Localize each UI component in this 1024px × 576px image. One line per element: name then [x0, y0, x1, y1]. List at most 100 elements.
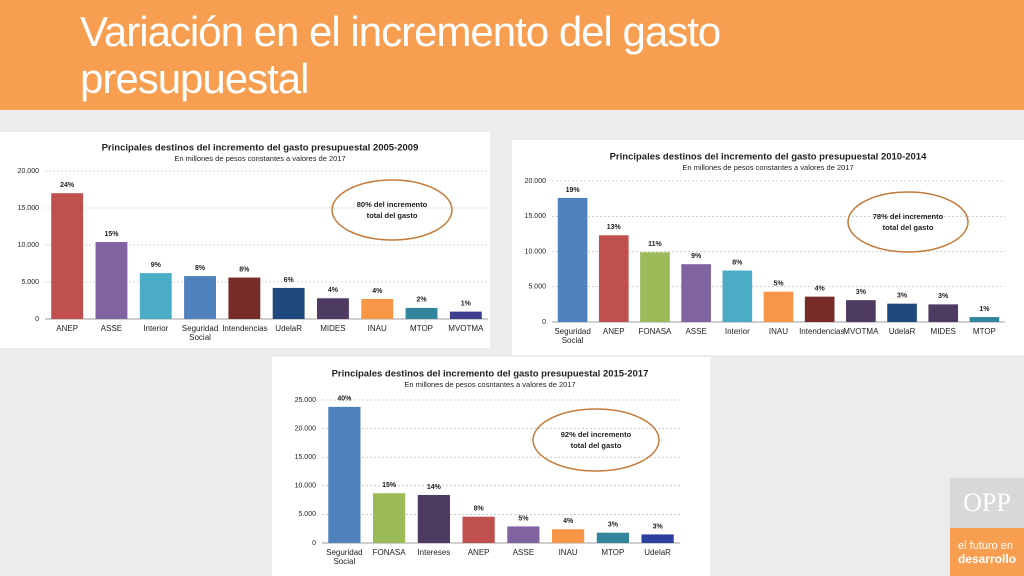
chart-panel [512, 140, 1024, 355]
value-label: 2% [416, 297, 427, 304]
value-label: 3% [856, 289, 867, 296]
y-tick-label: 10.000 [525, 248, 547, 255]
chart-title: Principales destinos del incremento del … [610, 152, 928, 163]
bar [405, 307, 438, 319]
value-label: 9% [691, 253, 702, 260]
value-label: 24% [60, 182, 75, 189]
x-tick-label: MVOTMA [843, 327, 879, 336]
bar [51, 193, 84, 319]
value-label: 3% [608, 522, 619, 529]
value-label: 6% [284, 277, 295, 284]
y-tick-label: 0 [542, 319, 546, 326]
value-label: 19% [566, 187, 581, 194]
bar [184, 276, 216, 319]
tagline-line: desarrollo [958, 552, 1017, 566]
value-label: 1% [461, 300, 472, 307]
logo: OPP [950, 478, 1024, 528]
bar [317, 298, 349, 319]
value-label: 40% [337, 396, 352, 403]
x-tick-label: Seguridad Social [554, 327, 591, 345]
value-label: 3% [897, 293, 908, 300]
annotation-ellipse [847, 191, 969, 253]
x-tick-label: UdelaR [644, 548, 671, 557]
x-tick-label: Intendencias [799, 327, 845, 336]
bar [969, 317, 1000, 322]
bar [373, 493, 406, 543]
x-tick-label: Seguridad Social [181, 324, 219, 342]
bar [804, 296, 835, 322]
chart-subtitle: En millones de pesos constantes a valore… [682, 163, 853, 172]
bar [887, 303, 917, 322]
value-label: 4% [815, 285, 826, 292]
value-label: 14% [427, 484, 442, 491]
value-label: 3% [653, 523, 664, 530]
chart-subtitle: En millones de pesos cosntantes a valore… [404, 380, 575, 389]
x-tick-label: INAU [367, 324, 387, 333]
bar [449, 311, 482, 319]
x-tick-label: UdelaR [275, 324, 302, 333]
bar [681, 264, 711, 322]
x-tick-label: ANEP [467, 548, 490, 557]
value-label: 5% [773, 281, 784, 288]
bar [95, 242, 128, 319]
y-tick-label: 25.000 [295, 397, 317, 404]
annotation-text: total del gasto [883, 223, 934, 232]
value-label: 4% [328, 287, 339, 294]
value-label: 4% [563, 518, 574, 525]
bar [462, 516, 495, 543]
bar [417, 494, 450, 543]
bar [557, 197, 588, 322]
header-bar [0, 0, 1024, 110]
value-label: 11% [648, 241, 662, 248]
y-tick-label: 5.000 [298, 511, 316, 518]
value-label: 8% [195, 265, 206, 272]
x-tick-label: MTOP [972, 327, 996, 336]
bar [507, 526, 540, 543]
x-tick-label: MIDES [320, 324, 346, 333]
tagline-line: el futuro en [958, 540, 1014, 552]
bar [598, 235, 629, 322]
value-label: 8% [474, 506, 485, 513]
bar [763, 291, 794, 322]
y-tick-label: 5.000 [21, 279, 39, 286]
x-tick-label: Seguridad Social [326, 548, 363, 566]
x-tick-label: INAU [768, 327, 789, 336]
y-tick-label: 0 [35, 316, 39, 323]
value-label: 13% [607, 224, 622, 231]
annotation-text: 78% del incremento [873, 212, 944, 221]
bar [846, 300, 876, 322]
value-label: 1% [979, 306, 990, 313]
bar [641, 534, 674, 543]
value-label: 8% [732, 259, 743, 266]
x-tick-label: ASSE [100, 324, 123, 333]
x-tick-label: ASSE [512, 548, 535, 557]
x-tick-label: FONASA [638, 327, 672, 336]
y-tick-label: 20.000 [18, 168, 40, 175]
x-tick-label: INAU [558, 548, 578, 557]
value-label: 15% [104, 231, 119, 238]
value-label: 4% [372, 288, 383, 295]
bar [228, 277, 261, 319]
bar [139, 273, 172, 319]
y-tick-label: 15.000 [525, 213, 547, 220]
annotation-ellipse [532, 408, 660, 472]
chart-title: Principales destinos del incremento del … [102, 143, 419, 154]
bar [272, 287, 305, 319]
annotation-text: total del gasto [367, 211, 418, 220]
x-tick-label: MIDES [930, 327, 956, 336]
y-tick-label: 20.000 [295, 425, 317, 432]
x-tick-label: ANEP [56, 324, 79, 333]
x-tick-label: Interior [143, 324, 169, 333]
slide-title: Variación en el incremento del gasto pre… [80, 8, 721, 102]
annotation-ellipse [331, 179, 453, 241]
bar [328, 406, 361, 543]
y-tick-label: 5.000 [528, 284, 546, 291]
value-label: 15% [382, 482, 397, 489]
y-tick-label: 20.000 [525, 178, 547, 185]
chart-subtitle: En millones de pesos constantes a valore… [174, 154, 345, 163]
y-tick-label: 0 [312, 540, 316, 547]
bar [640, 252, 670, 322]
x-tick-label: MTOP [410, 324, 434, 333]
